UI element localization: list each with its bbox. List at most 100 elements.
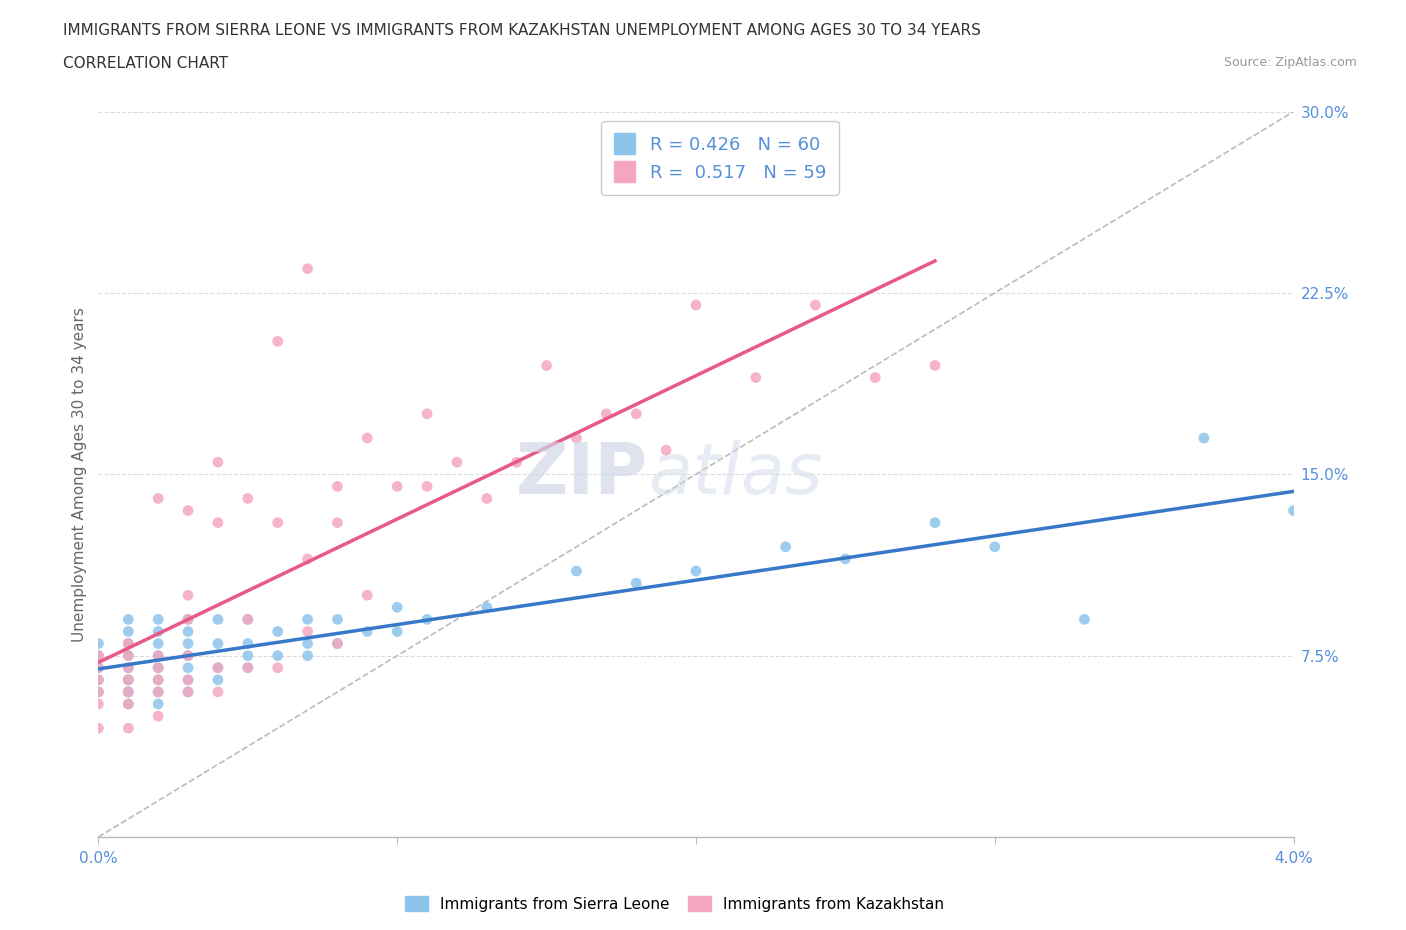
Text: atlas: atlas — [648, 440, 823, 509]
Legend: Immigrants from Sierra Leone, Immigrants from Kazakhstan: Immigrants from Sierra Leone, Immigrants… — [399, 889, 950, 918]
Point — [148, 684, 170, 699]
Point — [87, 636, 110, 651]
Point — [117, 672, 139, 687]
Point — [148, 660, 170, 675]
Point — [177, 684, 200, 699]
Point — [297, 636, 319, 651]
Point — [177, 660, 200, 675]
Point — [87, 684, 110, 699]
Point — [924, 358, 946, 373]
Point — [416, 479, 439, 494]
Point — [148, 612, 170, 627]
Point — [1282, 503, 1305, 518]
Point — [236, 612, 259, 627]
Text: IMMIGRANTS FROM SIERRA LEONE VS IMMIGRANTS FROM KAZAKHSTAN UNEMPLOYMENT AMONG AG: IMMIGRANTS FROM SIERRA LEONE VS IMMIGRAN… — [63, 23, 981, 38]
Point — [626, 576, 648, 591]
Point — [117, 697, 139, 711]
Text: CORRELATION CHART: CORRELATION CHART — [63, 56, 228, 71]
Point — [236, 660, 259, 675]
Point — [87, 697, 110, 711]
Point — [655, 443, 678, 458]
Point — [148, 624, 170, 639]
Point — [87, 721, 110, 736]
Point — [207, 515, 229, 530]
Point — [117, 684, 139, 699]
Point — [87, 684, 110, 699]
Point — [117, 612, 139, 627]
Point — [117, 648, 139, 663]
Point — [148, 491, 170, 506]
Point — [236, 612, 259, 627]
Point — [177, 636, 200, 651]
Point — [416, 406, 439, 421]
Point — [267, 334, 290, 349]
Point — [87, 672, 110, 687]
Point — [148, 672, 170, 687]
Point — [117, 672, 139, 687]
Point — [685, 564, 707, 578]
Point — [117, 624, 139, 639]
Point — [475, 491, 498, 506]
Point — [117, 648, 139, 663]
Point — [834, 551, 856, 566]
Point — [148, 648, 170, 663]
Point — [804, 298, 827, 312]
Point — [87, 660, 110, 675]
Point — [385, 479, 409, 494]
Point — [236, 648, 259, 663]
Point — [326, 636, 349, 651]
Point — [356, 431, 378, 445]
Point — [297, 624, 319, 639]
Point — [385, 600, 409, 615]
Point — [565, 564, 588, 578]
Point — [177, 648, 200, 663]
Point — [148, 697, 170, 711]
Point — [595, 406, 617, 421]
Point — [385, 624, 409, 639]
Point — [177, 672, 200, 687]
Point — [117, 672, 139, 687]
Point — [924, 515, 946, 530]
Point — [236, 660, 259, 675]
Point — [177, 612, 200, 627]
Point — [207, 672, 229, 687]
Point — [148, 660, 170, 675]
Point — [207, 636, 229, 651]
Y-axis label: Unemployment Among Ages 30 to 34 years: Unemployment Among Ages 30 to 34 years — [72, 307, 87, 642]
Point — [267, 515, 290, 530]
Point — [87, 672, 110, 687]
Point — [87, 660, 110, 675]
Point — [267, 648, 290, 663]
Point — [475, 600, 498, 615]
Point — [148, 709, 170, 724]
Point — [326, 479, 349, 494]
Point — [177, 624, 200, 639]
Point — [267, 660, 290, 675]
Point — [416, 612, 439, 627]
Point — [148, 684, 170, 699]
Point — [117, 636, 139, 651]
Point — [745, 370, 768, 385]
Point — [565, 431, 588, 445]
Point — [87, 648, 110, 663]
Point — [236, 636, 259, 651]
Point — [865, 370, 887, 385]
Point — [297, 612, 319, 627]
Point — [148, 672, 170, 687]
Point — [117, 636, 139, 651]
Point — [117, 660, 139, 675]
Point — [626, 406, 648, 421]
Point — [506, 455, 529, 470]
Point — [267, 624, 290, 639]
Point — [326, 636, 349, 651]
Point — [177, 684, 200, 699]
Point — [117, 721, 139, 736]
Point — [446, 455, 468, 470]
Point — [117, 697, 139, 711]
Point — [297, 551, 319, 566]
Point — [87, 648, 110, 663]
Point — [148, 648, 170, 663]
Point — [207, 684, 229, 699]
Point — [326, 612, 349, 627]
Text: Source: ZipAtlas.com: Source: ZipAtlas.com — [1223, 56, 1357, 69]
